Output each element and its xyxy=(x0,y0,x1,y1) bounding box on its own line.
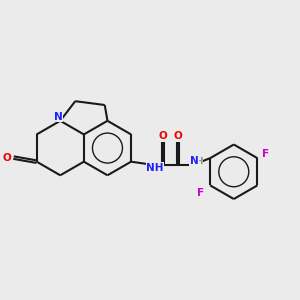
Text: N: N xyxy=(54,112,63,122)
Text: NH: NH xyxy=(146,163,164,173)
Text: F: F xyxy=(262,149,269,159)
Text: O: O xyxy=(159,131,167,141)
Text: F: F xyxy=(197,188,204,198)
Text: O: O xyxy=(2,153,11,163)
Text: H: H xyxy=(195,157,202,166)
Text: O: O xyxy=(173,131,182,141)
Text: N: N xyxy=(190,156,198,166)
